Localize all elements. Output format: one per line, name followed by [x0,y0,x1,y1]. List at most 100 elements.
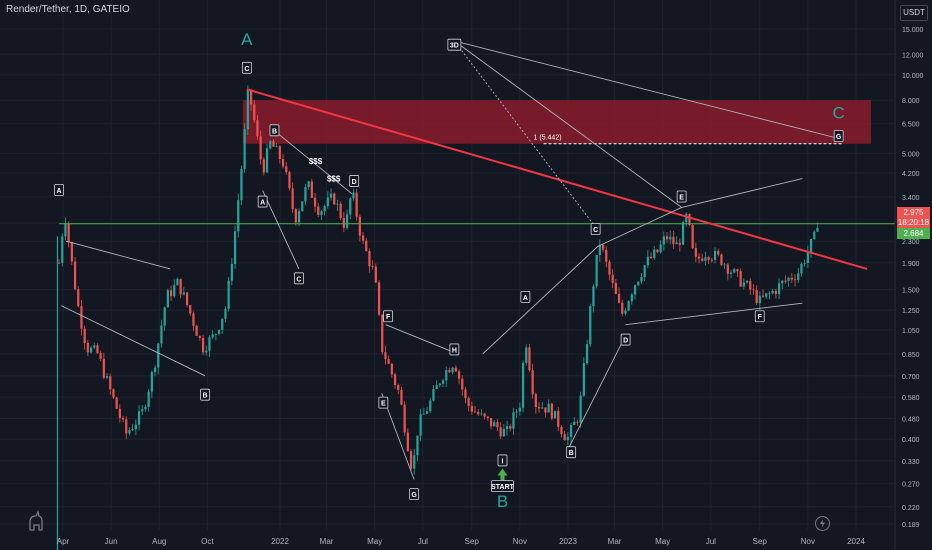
label-box [294,272,304,285]
candle-body [144,406,147,410]
point-label: E [381,401,386,408]
candle-body [790,277,793,280]
candle-body [349,198,352,215]
candle-body [176,278,179,286]
candle-body [566,436,569,441]
candle-body [67,223,70,243]
candle-body [112,389,115,398]
candle-body [697,256,701,259]
candle-body [541,407,544,409]
candle-body [361,235,365,241]
candle-body [745,280,749,283]
candle-body [777,283,781,294]
label-box [497,454,508,467]
candle-body [457,371,461,379]
candle-body [429,400,432,412]
candle-body [803,263,806,264]
candle-body [726,264,729,274]
candle-body [675,242,678,245]
candle-body [227,280,230,309]
candle-body [272,141,275,147]
x-tick-label: 2024 [847,537,865,546]
x-tick-label: Mar [320,537,334,546]
liquidity-label: $$$ [309,157,323,166]
wedge-line [385,324,455,353]
wave-label: A [241,30,253,49]
label-box [241,61,252,74]
candle-body [352,192,355,199]
symbol-title: Render/Tether, 1D, GATEIO [6,4,130,15]
candle-body [157,343,160,368]
y-tick-label: 15.000 [902,27,924,34]
candle-body [125,419,128,434]
candle-body [115,397,118,409]
candle-body [611,274,614,283]
candle-body [121,417,125,420]
candle-body [249,89,253,105]
candle-body [573,421,576,426]
candle-body [393,374,397,385]
point-label: A [260,200,265,207]
candle-body [262,159,265,173]
candle-body [521,362,525,408]
candle-body [406,432,409,452]
candle-body [320,211,323,216]
candlestick-series [56,85,819,550]
candle-body [179,278,182,295]
candle-body [473,411,477,413]
point-label: B [272,128,277,135]
candle-body [102,358,105,378]
point-label: I [502,458,504,465]
candle-body [339,203,342,219]
candle-body [403,404,406,433]
candle-body [137,411,141,425]
candle-body [681,222,685,245]
candle-body [288,172,291,189]
candle-body [297,211,301,223]
y-tick-label: 6.500 [902,122,920,129]
chart-grid [0,0,895,530]
label-box [833,130,844,142]
candle-body [710,259,713,261]
candle-body [525,347,528,363]
candle-body [550,403,553,419]
tradingview-logo-icon[interactable] [27,510,45,532]
y-tick-label: 1.500 [902,288,920,295]
label-box [383,310,393,323]
fib-level-label: 1 (5.442) [534,135,562,142]
candle-body [173,285,176,297]
candle-body [774,290,777,294]
x-tick-label: Jul [706,537,716,546]
resistance-zone: 1 (5.442) [242,100,871,145]
candle-body [512,412,515,429]
candle-body [400,389,403,405]
label-box [409,488,420,501]
candle-body [189,305,192,314]
candle-body [736,269,739,272]
label-box [269,124,280,137]
label-box [590,223,601,235]
candle-body [669,236,672,240]
candle-body [185,292,189,306]
channel-line [625,302,803,326]
point-label: G [411,492,417,499]
x-tick-label: Apr [57,537,70,546]
candle-body [454,367,457,372]
lightning-icon[interactable] [815,516,830,531]
candle-body [93,345,96,348]
candle-body [387,359,390,364]
candle-body [518,407,521,412]
candle-body [224,308,227,319]
candle-body [285,166,288,173]
currency-button[interactable]: USDT [900,5,928,21]
point-label: G [836,134,842,141]
candle-body [358,216,361,236]
candle-body [131,429,134,431]
candle-body [761,295,765,297]
candle-body [688,214,691,225]
candle-body [243,129,246,169]
candle-body [598,244,601,256]
candle-body [656,249,659,253]
candle-body [601,244,605,250]
